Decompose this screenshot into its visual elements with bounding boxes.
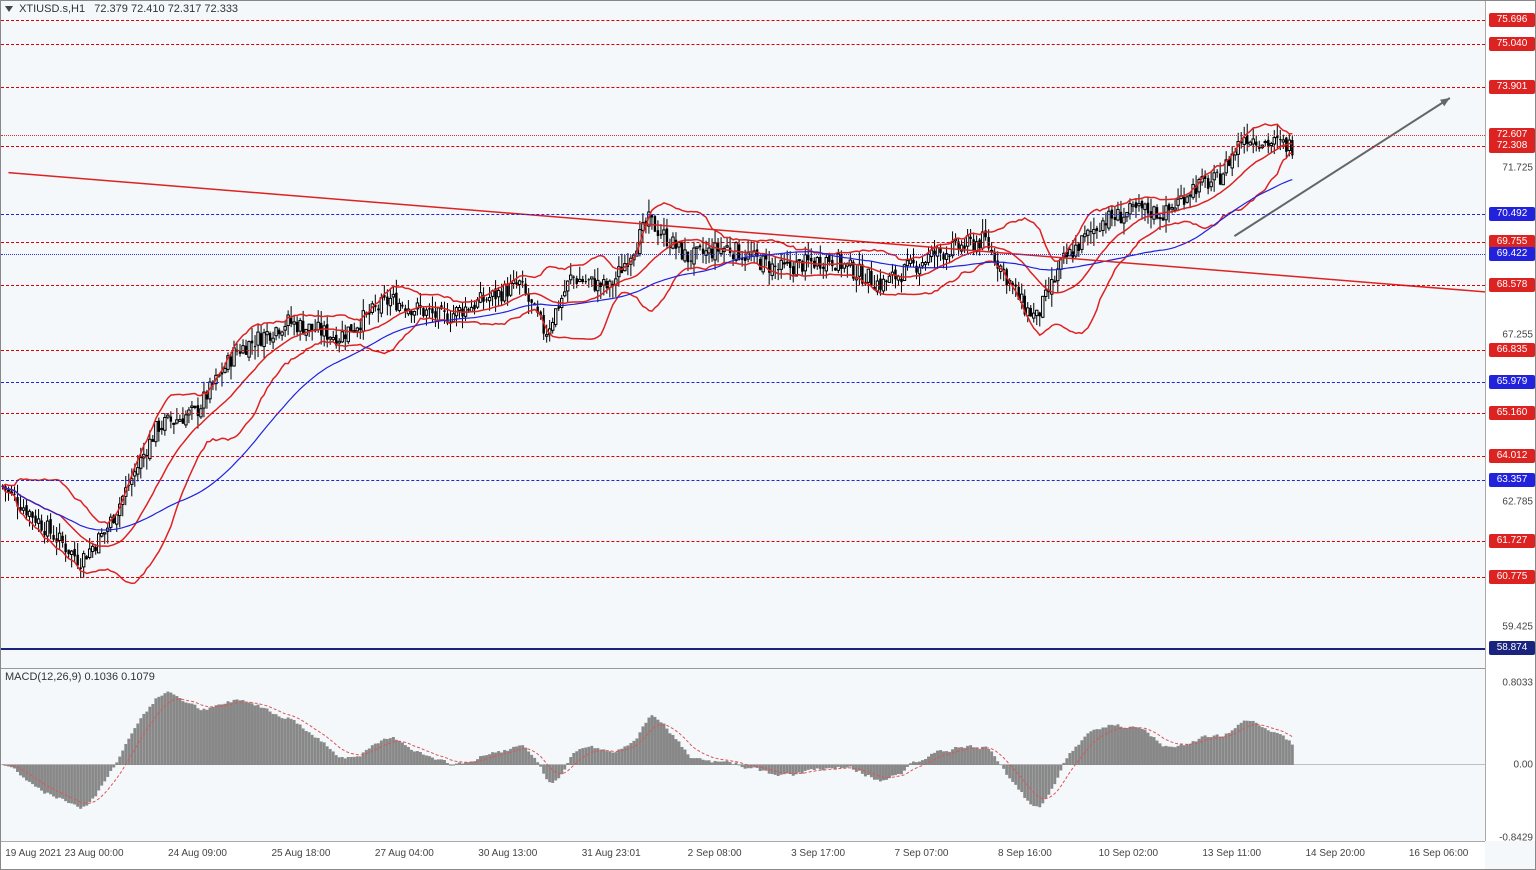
level-label: 73.901 [1489, 80, 1535, 94]
level-line [1, 577, 1485, 578]
x-tick: 14 Sep 20:00 [1305, 848, 1365, 859]
macd-header: MACD(12,26,9) 0.1036 0.1079 [5, 671, 155, 683]
level-line [1, 350, 1485, 351]
x-tick: 31 Aug 23:01 [582, 848, 641, 859]
x-tick: 24 Aug 09:00 [168, 848, 227, 859]
x-tick: 23 Aug 00:00 [65, 848, 124, 859]
level-label: 61.727 [1489, 534, 1535, 548]
ohlc-o: 72.379 [94, 3, 128, 15]
price-panel[interactable]: XTIUSD.s,H1 72.379 72.410 72.317 72.333 [1, 1, 1485, 669]
macd-y-tick: 0.8033 [1502, 677, 1533, 688]
macd-panel[interactable]: MACD(12,26,9) 0.1036 0.1079 [1, 669, 1485, 841]
level-label: 69.422 [1489, 247, 1535, 261]
x-tick: 30 Aug 13:00 [478, 848, 537, 859]
x-tick: 8 Sep 16:00 [998, 848, 1052, 859]
ohlc-c: 72.333 [204, 3, 238, 15]
macd-y-axis: 0.8033 0.00 -0.8429 [1485, 669, 1535, 841]
dropdown-icon[interactable] [5, 6, 13, 12]
chart-container: XTIUSD.s,H1 72.379 72.410 72.317 72.333 … [0, 0, 1536, 870]
y-tick: 59.425 [1502, 622, 1533, 633]
macd-chart-svg [1, 669, 1485, 841]
y-tick: 67.255 [1502, 329, 1533, 340]
level-label: 65.979 [1489, 375, 1535, 389]
level-label: 75.040 [1489, 37, 1535, 51]
level-line [1, 242, 1485, 243]
macd-y-tick: 0.00 [1514, 759, 1533, 770]
ohlc-l: 72.317 [168, 3, 202, 15]
level-label: 75.696 [1489, 13, 1535, 27]
level-line [1, 382, 1485, 383]
level-line [1, 456, 1485, 457]
level-line [1, 20, 1485, 21]
macd-y-tick: -0.8429 [1499, 832, 1533, 843]
x-tick: 16 Sep 06:00 [1409, 848, 1469, 859]
y-tick: 71.725 [1502, 163, 1533, 174]
x-axis: 19 Aug 2021 23 Aug 00:00 24 Aug 09:00 25 Au… [1, 841, 1485, 869]
x-tick: 10 Sep 02:00 [1099, 848, 1159, 859]
level-label: 63.357 [1489, 473, 1535, 487]
x-tick: 19 Aug 2021 [5, 848, 61, 859]
level-line [1, 541, 1485, 542]
x-tick: 3 Sep 17:00 [791, 848, 845, 859]
ohlc-h: 72.410 [131, 3, 165, 15]
level-line [1, 44, 1485, 45]
x-tick: 25 Aug 18:00 [271, 848, 330, 859]
level-line [1, 254, 1485, 255]
level-line [1, 214, 1485, 215]
level-line [1, 648, 1485, 650]
level-line [1, 87, 1485, 88]
level-label: 66.835 [1489, 343, 1535, 357]
x-tick: 13 Sep 11:00 [1202, 848, 1261, 859]
x-tick: 27 Aug 04:00 [375, 848, 434, 859]
level-label: 72.308 [1489, 139, 1535, 153]
level-line [1, 413, 1485, 414]
level-label: 58.874 [1489, 641, 1535, 655]
level-line [1, 480, 1485, 481]
price-y-axis: 75.69675.04073.90172.60772.30870.49269.7… [1485, 1, 1535, 669]
level-label: 68.578 [1489, 278, 1535, 292]
symbol-label: XTIUSD.s,H1 [19, 3, 85, 15]
level-label: 64.012 [1489, 449, 1535, 463]
level-label: 60.775 [1489, 570, 1535, 584]
level-label: 70.492 [1489, 207, 1535, 221]
chart-header: XTIUSD.s,H1 72.379 72.410 72.317 72.333 [5, 3, 238, 15]
price-chart-svg [1, 1, 1485, 669]
macd-label: MACD(12,26,9) 0.1036 0.1079 [5, 671, 155, 683]
x-tick: 7 Sep 07:00 [895, 848, 949, 859]
y-tick: 62.785 [1502, 496, 1533, 507]
level-line [1, 135, 1485, 136]
level-line [1, 285, 1485, 286]
level-label: 65.160 [1489, 406, 1535, 420]
level-line [1, 146, 1485, 147]
x-tick: 2 Sep 08:00 [688, 848, 742, 859]
